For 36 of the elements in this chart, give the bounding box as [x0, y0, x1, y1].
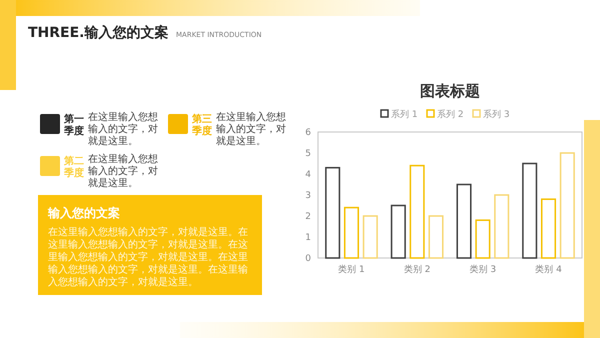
x-tick-label: 类别 4 — [535, 264, 562, 275]
x-tick-label: 类别 1 — [338, 264, 365, 275]
bar — [560, 152, 575, 259]
x-tick-label: 类别 2 — [404, 264, 430, 275]
legend-label: 系列 2 — [437, 109, 464, 120]
legend-label: 系列 3 — [483, 109, 510, 120]
y-tick-label: 4 — [305, 170, 312, 180]
y-tick-label: 6 — [305, 128, 312, 138]
y-tick-label: 3 — [305, 191, 311, 201]
text: 在这里输入您想输入的文字，对就是这里。 — [88, 153, 158, 189]
bar — [540, 198, 556, 259]
text: 在这里输入您想输入的文字，对就是这里。在这里输入您想输入的文字，对就是这里。在这里输入您想输入的文字，对就是这里。在这里输入您想输入的文字，对就是这里。在这里输入您想输入的文字，对就是这里。 — [48, 226, 248, 288]
text: 在这里输入您想输入的文字，对就是这里。 — [88, 111, 158, 147]
text: 第一季度 — [63, 113, 84, 137]
bar — [475, 219, 490, 259]
bar — [390, 204, 406, 259]
y-tick-label: 0 — [305, 254, 312, 264]
x-tick-label: 类别 3 — [470, 264, 496, 275]
bar — [522, 162, 538, 259]
text: 在这里输入您想输入的文字，对就是这里。 — [216, 111, 286, 147]
bar — [456, 184, 472, 259]
text: 第三季度 — [191, 113, 212, 137]
text: THREE.输入您的文案 — [28, 24, 168, 41]
y-tick-label: 2 — [305, 212, 311, 222]
bar — [428, 215, 444, 259]
bar — [325, 166, 340, 259]
bar — [494, 194, 510, 259]
text: 输入您的文案 — [47, 206, 120, 220]
y-tick-label: 1 — [305, 233, 311, 243]
text: 第二季度 — [63, 155, 84, 179]
bar — [362, 215, 378, 259]
bar — [344, 206, 360, 259]
chart-title: 图表标题 — [420, 82, 480, 100]
legend-label: 系列 1 — [391, 109, 418, 120]
y-tick-label: 5 — [305, 149, 311, 159]
bar — [410, 164, 425, 259]
